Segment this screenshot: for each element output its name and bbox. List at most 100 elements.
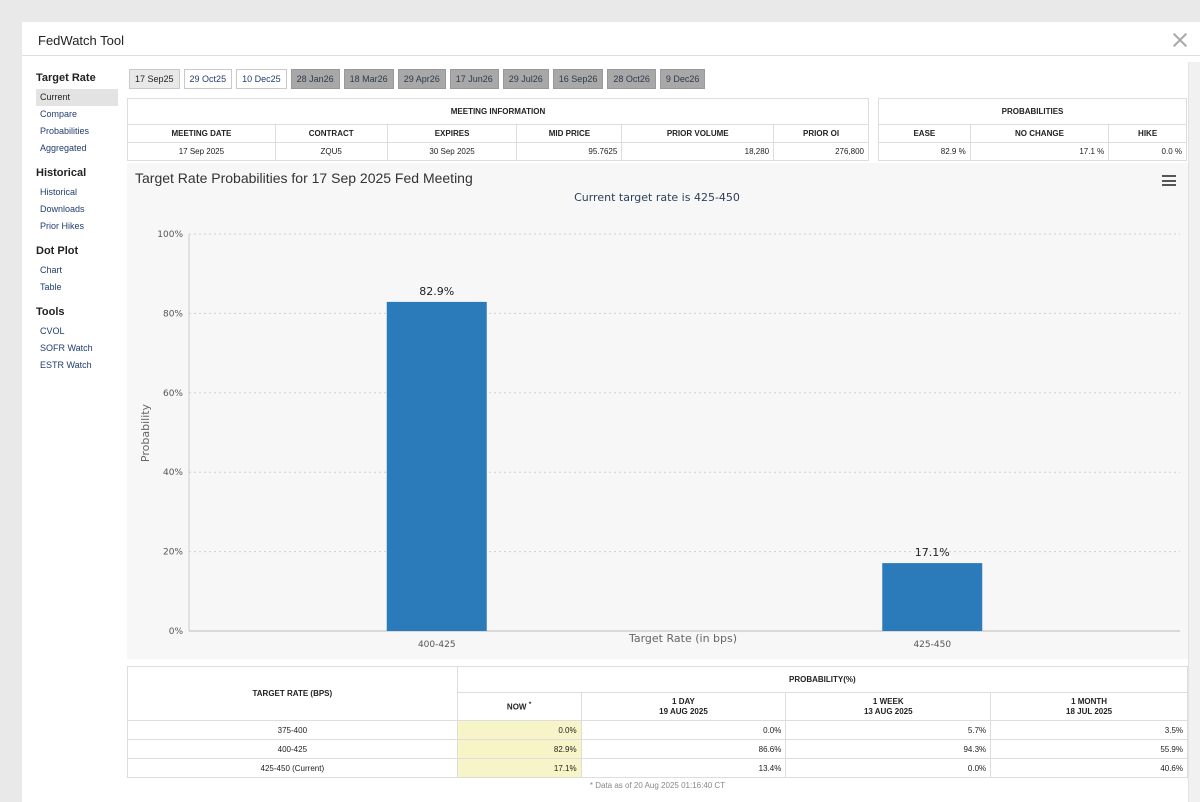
tab-meeting-28-oct26[interactable]: 28 Oct26	[607, 69, 656, 89]
contract-value: ZQU5	[274, 142, 388, 161]
table-row: 400-425 82.9% 86.6% 94.3% 55.9%	[127, 739, 1188, 759]
col-1-month: 1 MONTH 18 JUL 2025	[990, 692, 1188, 721]
y-tick-label: 0%	[169, 627, 184, 637]
prior-oi-value: 276,800	[773, 142, 869, 161]
tab-meeting-29-jul26[interactable]: 29 Jul26	[502, 69, 549, 89]
probabilities-summary-table: PROBABILITIES EASE NO CHANGE HIKE 82.9 %…	[878, 98, 1187, 161]
sidebar-heading: Historical	[36, 167, 87, 179]
header-no-change: NO CHANGE	[969, 124, 1110, 143]
meeting-info-caption: MEETING INFORMATION	[127, 98, 869, 125]
y-axis-label: Probability	[139, 403, 152, 462]
y-tick-label: 20%	[163, 548, 183, 558]
probability-caption: PROBABILITY(%)	[456, 666, 1189, 693]
data-label: 82.9%	[419, 285, 454, 298]
tab-meeting-17-sep25[interactable]: 17 Sep25	[129, 69, 180, 89]
now-cell: 0.0%	[456, 720, 582, 740]
one-week-cell: 0.0%	[785, 758, 992, 778]
tab-meeting-29-oct25[interactable]: 29 Oct25	[183, 69, 233, 89]
sidebar-item-cvol[interactable]: CVOL	[40, 326, 65, 336]
mid-price-value: 95.7625	[516, 142, 623, 161]
y-tick-label: 100%	[157, 230, 183, 240]
sidebar-heading: Tools	[36, 306, 65, 318]
prior-volume-value: 18,280	[621, 142, 775, 161]
one-month-cell: 3.5%	[990, 720, 1188, 740]
tab-meeting-29-apr26[interactable]: 29 Apr26	[397, 69, 446, 89]
bar-400-425[interactable]	[386, 301, 487, 631]
header-expires: EXPIRES	[386, 124, 518, 143]
meeting-info-table: MEETING INFORMATION MEETING DATE CONTRAC…	[127, 98, 869, 161]
one-week-cell: 5.7%	[785, 720, 992, 740]
rate-cell: 425-450 (Current)	[127, 758, 458, 778]
sidebar-item-historical[interactable]: Historical	[40, 187, 78, 197]
target-rate-header: TARGET RATE (BPS)	[127, 666, 458, 721]
bar-chart: Current target rate is 425-450 Q 0%20%40…	[139, 191, 1180, 650]
chart-container: Target Rate Probabilities for 17 Sep 202…	[127, 163, 1188, 659]
col-1-day: 1 DAY 19 AUG 2025	[580, 692, 787, 721]
tab-meeting-9-dec26[interactable]: 9 Dec26	[659, 69, 706, 89]
x-tick-label: 425-450	[913, 640, 951, 650]
data-timestamp-note: * Data as of 20 Aug 2025 01:16:40 CT	[589, 780, 726, 790]
col-1-week: 1 WEEK 13 AUG 2025	[785, 692, 992, 721]
sidebar-heading: Dot Plot	[36, 245, 79, 257]
fedwatch-window: FedWatch Tool Target Rate Current Compare P…	[22, 22, 1200, 802]
chart-title: Target Rate Probabilities for 17 Sep 202…	[135, 170, 473, 186]
sidebar-item-chart[interactable]: Chart	[40, 265, 63, 275]
now-cell: 82.9%	[456, 739, 582, 759]
sidebar-item-downloads[interactable]: Downloads	[40, 204, 85, 214]
header-prior-oi: PRIOR OI	[773, 124, 869, 143]
rate-cell: 400-425	[127, 739, 458, 759]
rate-cell: 375-400	[127, 720, 458, 740]
tab-meeting-10-dec25[interactable]: 10 Dec25	[236, 69, 287, 89]
sidebar-item-prior-hikes[interactable]: Prior Hikes	[40, 221, 85, 231]
sidebar-item-compare[interactable]: Compare	[40, 109, 78, 119]
table-row: 425-450 (Current) 17.1% 13.4% 0.0% 40.6%	[127, 758, 1188, 778]
one-month-cell: 55.9%	[990, 739, 1188, 759]
tab-meeting-17-jun26[interactable]: 17 Jun26	[449, 69, 499, 89]
data-label: 17.1%	[915, 546, 950, 559]
title-bar: FedWatch Tool	[22, 22, 1200, 56]
header-ease: EASE	[878, 124, 971, 143]
sidebar-item-estr-watch[interactable]: ESTR Watch	[40, 360, 92, 370]
x-tick-label: 400-425	[418, 640, 456, 650]
header-prior-volume: PRIOR VOLUME	[621, 124, 775, 143]
tab-meeting-16-sep26[interactable]: 16 Sep26	[552, 69, 604, 89]
expires-value: 30 Sep 2025	[386, 142, 518, 161]
header-hike: HIKE	[1108, 124, 1187, 143]
sidebar-heading: Target Rate	[36, 72, 96, 84]
y-tick-label: 60%	[163, 389, 183, 399]
x-axis-label: Target Rate (in bps)	[628, 632, 737, 645]
tab-meeting-18-mar26[interactable]: 18 Mar26	[343, 69, 394, 89]
sidebar-item-table[interactable]: Table	[40, 282, 62, 292]
sidebar-item-probabilities[interactable]: Probabilities	[40, 126, 90, 136]
sidebar-nav: Target Rate Current Compare Probabilities Ag…	[36, 72, 136, 374]
bar-425-450[interactable]	[882, 563, 983, 631]
scrollbar[interactable]	[1188, 62, 1200, 802]
sidebar-item-current[interactable]: Current	[36, 89, 118, 106]
header-mid-price: MID PRICE	[516, 124, 623, 143]
no-change-value: 17.1 %	[969, 142, 1110, 161]
header-meeting-date: MEETING DATE	[127, 124, 276, 143]
one-day-cell: 86.6%	[580, 739, 787, 759]
chart-menu-icon[interactable]	[1162, 175, 1176, 186]
y-tick-label: 80%	[163, 309, 183, 319]
one-week-cell: 94.3%	[785, 739, 992, 759]
plot-area	[189, 234, 1180, 631]
sidebar-item-sofr-watch[interactable]: SOFR Watch	[40, 343, 93, 353]
one-month-cell: 40.6%	[990, 758, 1188, 778]
col-now: NOW *	[456, 692, 582, 721]
meeting-tabs: 17 Sep25 29 Oct25 10 Dec25 28 Jan26 18 Mar26…	[129, 69, 706, 89]
probabilities-caption: PROBABILITIES	[878, 98, 1187, 125]
window-title: FedWatch Tool	[38, 33, 124, 48]
chart-subtitle: Current target rate is 425-450	[574, 191, 740, 204]
close-icon[interactable]	[1172, 32, 1188, 48]
tab-meeting-28-jan26[interactable]: 28 Jan26	[290, 69, 340, 89]
table-row: 375-400 0.0% 0.0% 5.7% 3.5%	[127, 720, 1188, 740]
meeting-date-value: 17 Sep 2025	[127, 142, 276, 161]
header-contract: CONTRACT	[274, 124, 388, 143]
now-cell: 17.1%	[456, 758, 582, 778]
probability-history-table: TARGET RATE (BPS) PROBABILITY(%) NOW * 1…	[127, 666, 1189, 793]
ease-value: 82.9 %	[878, 142, 971, 161]
one-day-cell: 0.0%	[580, 720, 787, 740]
hike-value: 0.0 %	[1108, 142, 1187, 161]
sidebar-item-aggregated[interactable]: Aggregated	[40, 143, 87, 153]
